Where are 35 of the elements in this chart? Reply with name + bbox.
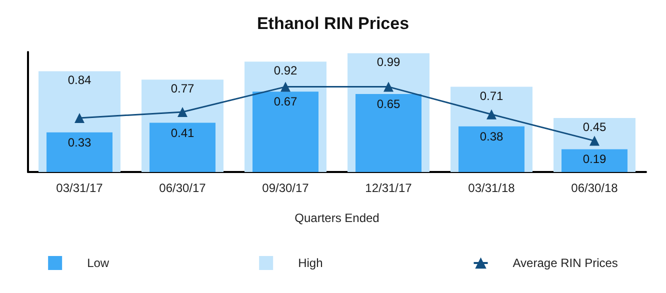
bar [252,92,318,172]
x-tick-label: 12/31/17 [365,181,412,195]
x-tick-label: 06/30/18 [571,181,618,195]
x-tick-label: 06/30/17 [159,181,206,195]
point [280,82,290,92]
data-label: 0.41 [170,126,194,140]
point [384,82,394,92]
legend-label: Average RIN Prices [512,256,618,270]
legend-label: Low [87,256,110,270]
x-axis-title: Quarters Ended [294,211,380,225]
data-label: 0.67 [274,94,298,109]
data-label: 0.65 [376,97,400,111]
data-label: 0.71 [480,88,504,103]
bar [562,149,628,172]
x-tick-label: 03/31/18 [468,181,516,195]
data-label: 0.45 [582,120,606,134]
x-tick-label: 03/31/17 [56,181,104,195]
point [486,109,496,120]
point [590,136,600,146]
data-label: 0.92 [274,64,298,78]
data-label: 0.19 [582,152,606,166]
chart-title: Ethanol RIN Prices [256,14,410,33]
bar [46,132,112,172]
point [74,113,84,123]
bar [356,94,422,172]
x-tick-label: 09/30/17 [262,181,310,195]
data-label: 0.33 [68,135,92,150]
data-label: 0.77 [170,82,194,96]
data-label: 0.99 [376,55,400,70]
bar [150,122,216,172]
bar [458,126,524,172]
legend-label: High [298,256,323,270]
data-label: 0.84 [68,73,92,88]
point [178,107,188,117]
data-label: 0.38 [480,129,504,144]
